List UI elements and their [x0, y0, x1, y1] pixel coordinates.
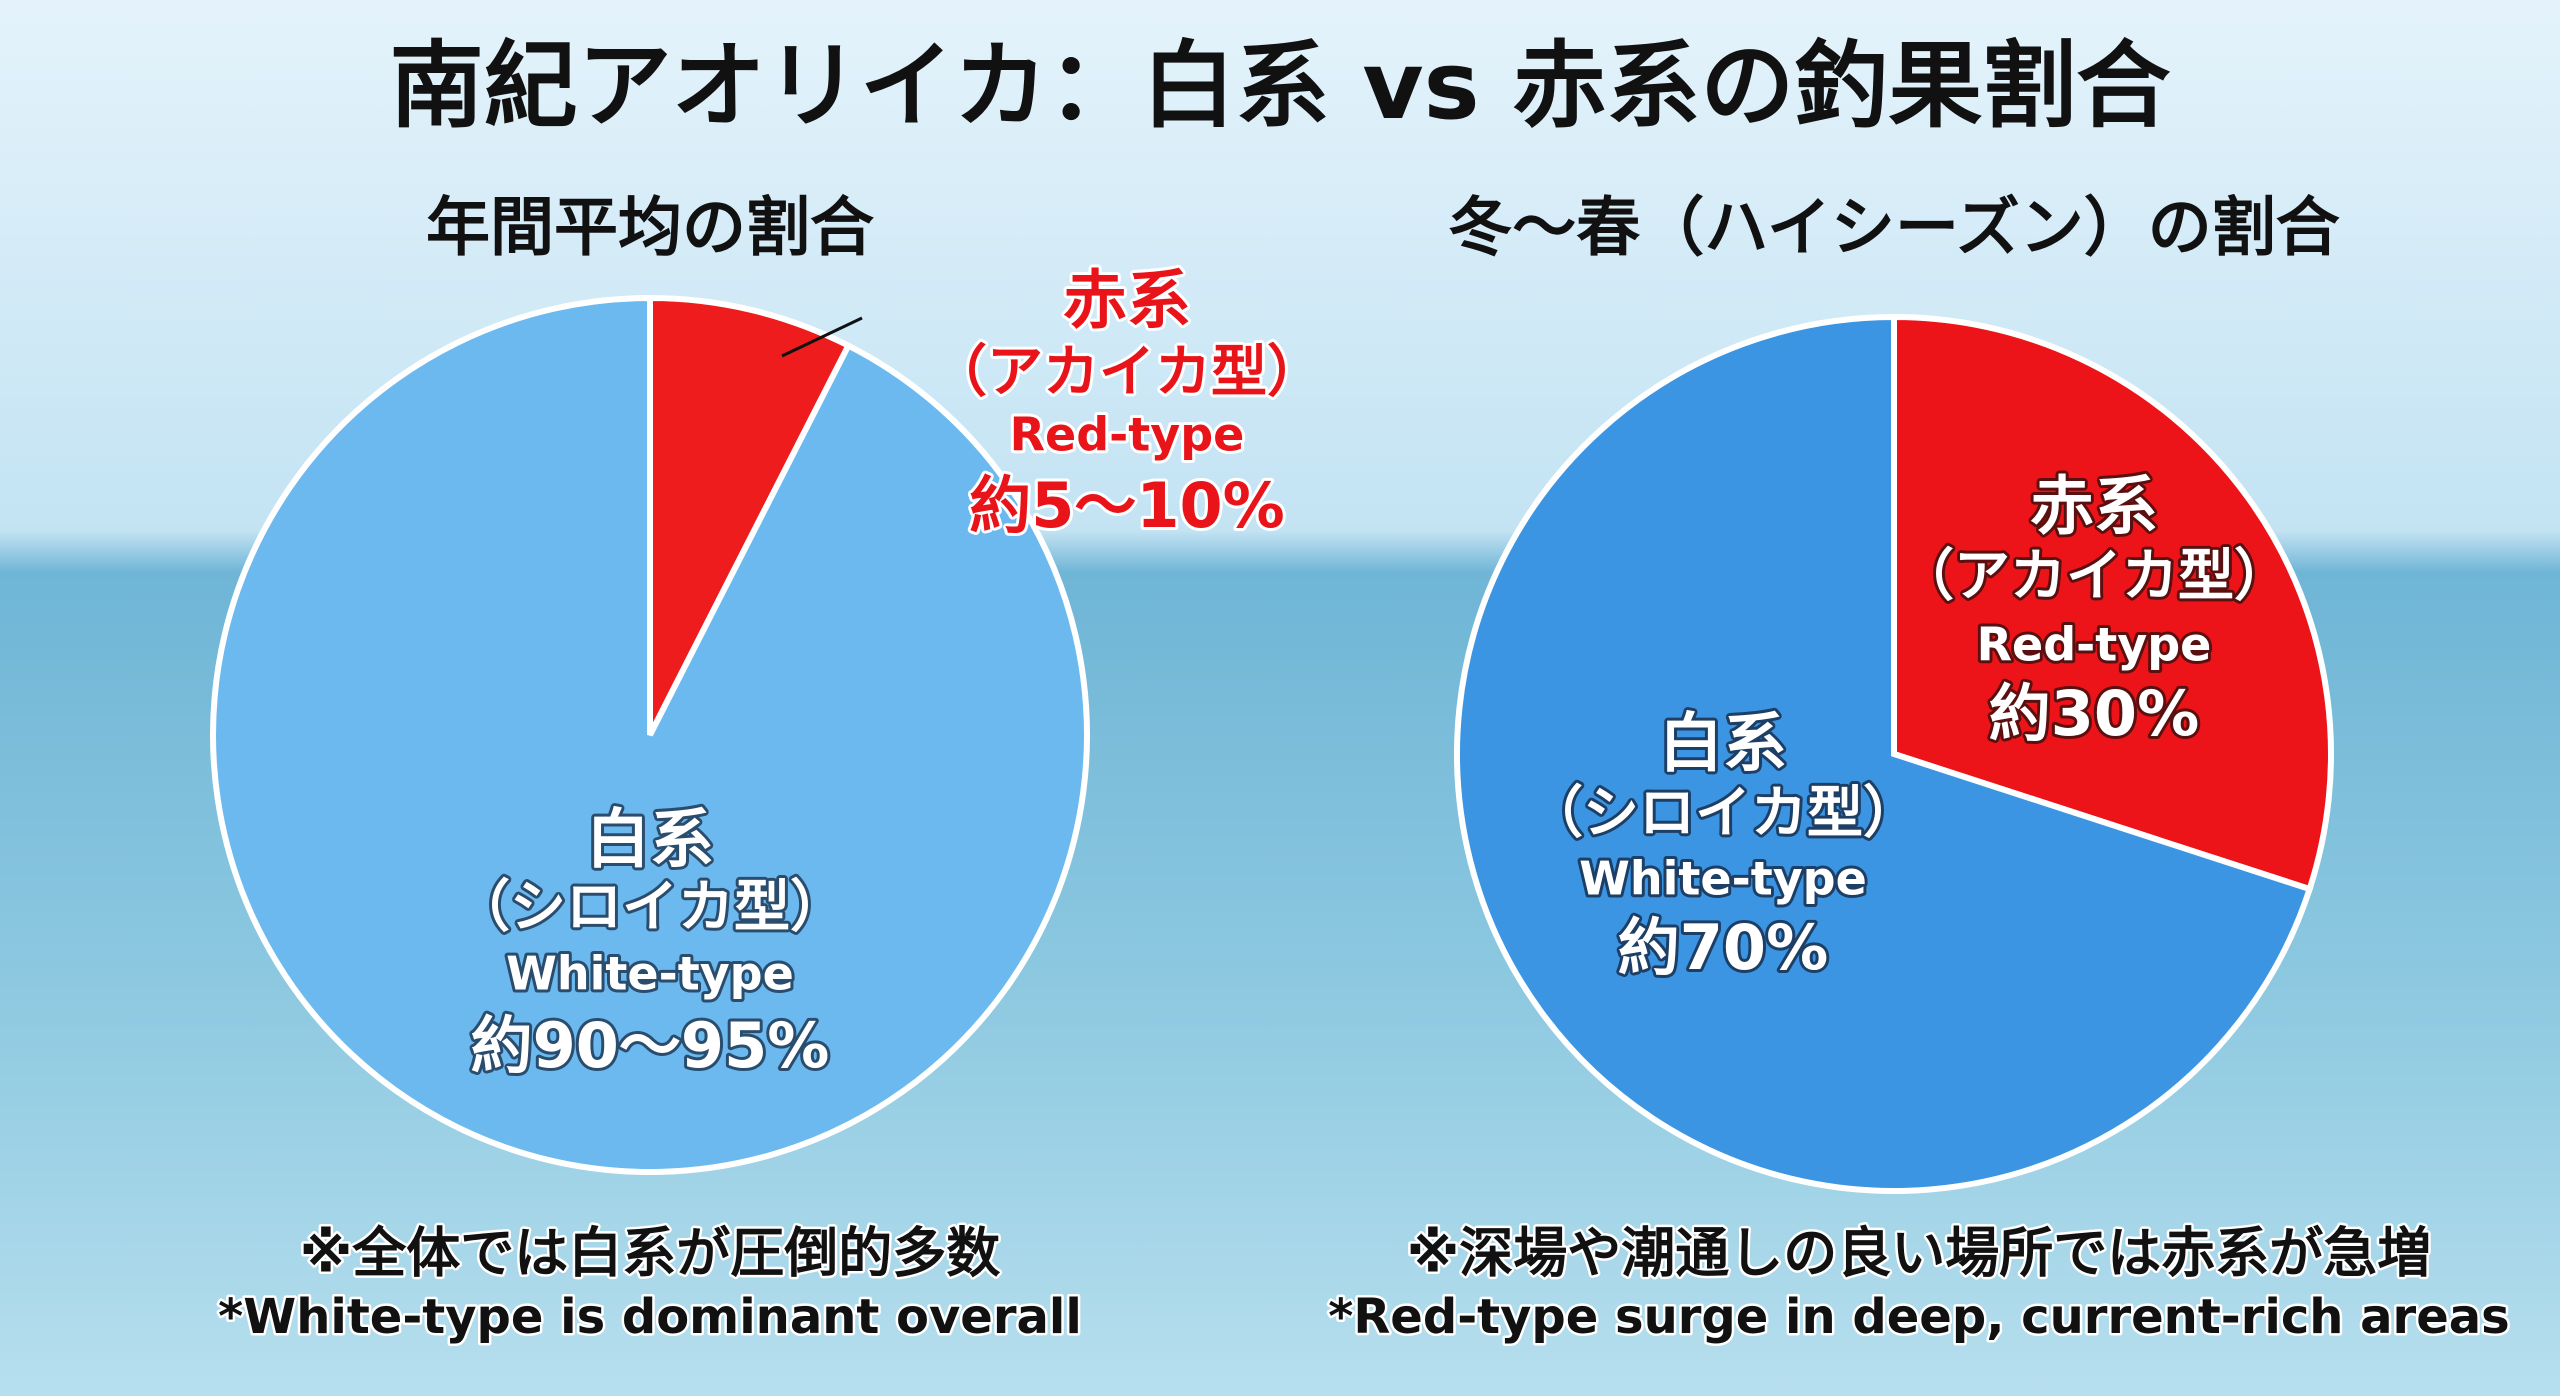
slice-label: 約70% — [1618, 911, 1828, 984]
slice-label: 約30% — [1989, 677, 2199, 750]
slice-label: 約5〜10% — [969, 469, 1285, 542]
note: *Red-type surge in deep, current-rich ar… — [1328, 1289, 2510, 1345]
slice-label: （アカイカ型） — [931, 340, 1323, 405]
pie-slice — [210, 294, 1090, 1175]
slice-label: （シロイカ型） — [1527, 781, 1919, 846]
slice-label: Red-type — [1977, 618, 2212, 672]
slice-label: 白系 — [1659, 708, 1787, 782]
note: ※全体では白系が圧倒的多数 — [300, 1222, 1001, 1285]
pie-slice — [1891, 313, 2334, 893]
note: ※深場や潮通しの良い場所では赤系が急増 — [1407, 1222, 2432, 1285]
note: *White-type is dominant overall — [218, 1289, 1082, 1345]
chart-title: 冬〜春（ハイシーズン）の割合 — [1448, 192, 2340, 266]
charts: 年間平均の割合赤系（アカイカ型）Red-type約5〜10%白系（シロイカ型）W… — [210, 192, 2512, 1348]
slice-label: White-type — [506, 947, 794, 1001]
slice-label: 赤系 — [2030, 471, 2158, 545]
slice-label: 約90〜95% — [471, 1009, 830, 1082]
slice-label: 赤系 — [1063, 265, 1191, 339]
slice-label: Red-type — [1010, 408, 1245, 462]
chart-title: 年間平均の割合 — [426, 192, 874, 266]
main-title: 南紀アオリイカ：白系 vs 赤系の釣果割合 — [390, 32, 2171, 141]
leader-line — [781, 316, 863, 358]
slice-label: 白系 — [586, 804, 714, 878]
pie-slice — [1454, 313, 2314, 1194]
slice-label: White-type — [1579, 852, 1867, 906]
slice-label: （シロイカ型） — [454, 875, 846, 940]
pie-slice — [647, 294, 853, 737]
slice-label: （アカイカ型） — [1898, 544, 2290, 609]
